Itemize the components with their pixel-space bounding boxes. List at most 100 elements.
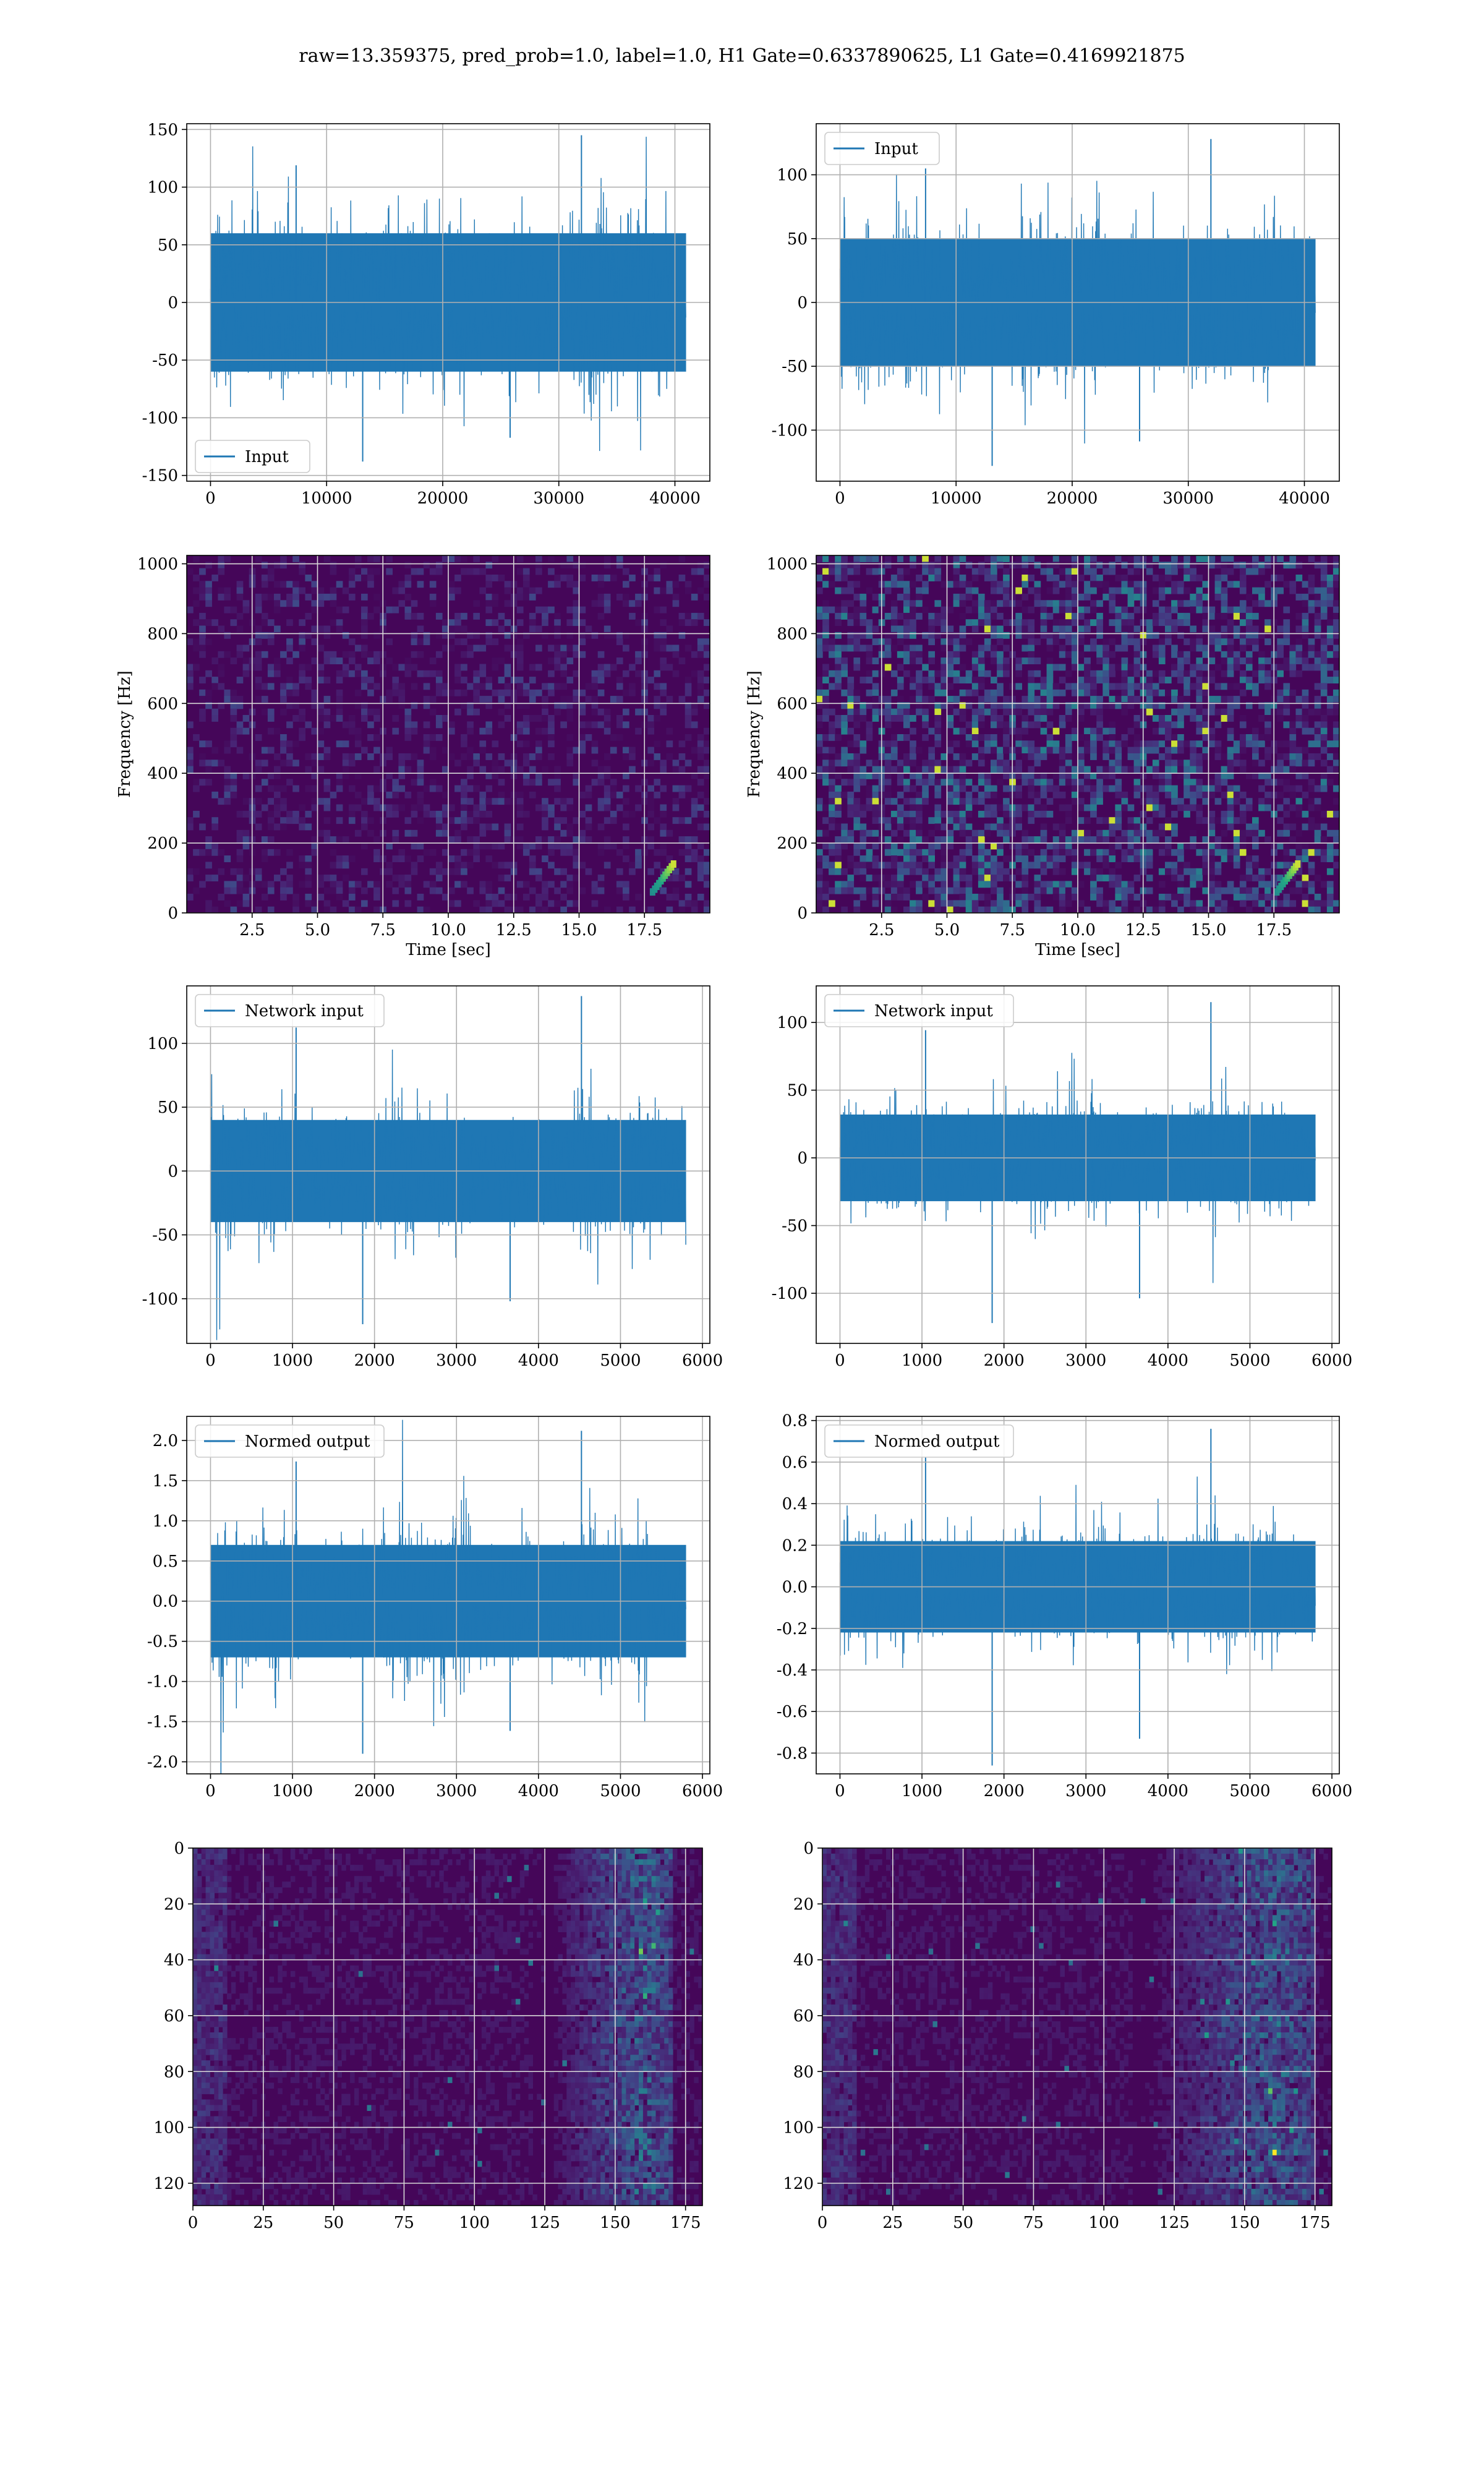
heatmap-cell (934, 708, 942, 716)
heatmap-cell (267, 619, 275, 627)
heatmap-cell (1021, 575, 1029, 581)
heatmap-cell (1227, 670, 1234, 677)
heatmap-cell (1221, 593, 1228, 601)
heatmap-cell (386, 606, 393, 614)
heatmap-cell (280, 581, 287, 588)
heatmap-cell (660, 842, 667, 850)
heatmap-cell (654, 753, 661, 760)
heatmap-cell (1046, 612, 1054, 620)
heatmap-cell (1233, 664, 1240, 671)
heatmap-cell (629, 683, 636, 690)
heatmap-cell (1277, 638, 1284, 646)
heatmap-cell (1121, 804, 1128, 811)
heatmap-cell (816, 677, 823, 683)
heatmap-cell (1090, 727, 1097, 735)
heatmap-cell (242, 606, 250, 614)
heatmap-cell (1320, 836, 1328, 843)
heatmap-cell (273, 1848, 278, 1854)
heatmap-cell (236, 855, 244, 862)
heatmap-cell (193, 1848, 198, 1854)
heatmap-cell (1165, 842, 1172, 850)
heatmap-cell (822, 638, 829, 646)
heatmap-cell (342, 836, 349, 843)
heatmap-cell (623, 881, 629, 888)
heatmap-cell (1102, 772, 1109, 779)
heatmap-cell (847, 696, 855, 703)
heatmap-cell (560, 575, 567, 581)
heatmap-cell (841, 715, 848, 722)
heatmap-cell (441, 766, 449, 773)
heatmap-cell (286, 581, 293, 588)
heatmap-cell (1245, 798, 1253, 805)
heatmap-cell (841, 727, 848, 735)
heatmap-cell (1208, 606, 1216, 614)
heatmap-cell (897, 638, 904, 646)
heatmap-cell (1214, 644, 1222, 652)
heatmap-cell (1052, 631, 1060, 639)
heatmap-cell (230, 708, 237, 716)
heatmap-cell (903, 810, 910, 818)
heatmap-cell (548, 689, 555, 696)
heatmap-cell (535, 587, 542, 594)
heatmap-cell (822, 734, 829, 741)
heatmap-cell (1177, 702, 1184, 709)
heatmap-cell (603, 593, 611, 601)
heatmap-cell (647, 836, 654, 843)
heatmap-cell (1320, 785, 1328, 792)
heatmap-cell (1071, 868, 1078, 875)
heatmap-cell (841, 606, 848, 614)
grid (816, 124, 1339, 481)
heatmap-cell (454, 677, 461, 683)
heatmap-cell (910, 657, 916, 664)
heatmap-cell (386, 638, 393, 646)
heatmap-cell (386, 868, 393, 875)
heatmap-cell (535, 664, 542, 671)
heatmap-cell (1146, 829, 1153, 837)
heatmap-cell (274, 606, 281, 614)
heatmap-cell (573, 900, 580, 907)
heatmap-cell (1115, 779, 1122, 786)
heatmap-cell (1326, 868, 1334, 875)
heatmap-cell (516, 619, 524, 627)
heatmap-cell (697, 779, 704, 786)
heatmap-cell (529, 715, 536, 722)
heatmap-cell (535, 836, 542, 843)
heatmap-cell (866, 862, 873, 869)
heatmap-cell (703, 740, 710, 748)
heatmap-cell (816, 881, 823, 888)
heatmap-cell (847, 855, 855, 862)
heatmap-cell (1121, 702, 1128, 709)
heatmap-cell (1121, 734, 1128, 741)
heatmap-cell (684, 619, 692, 627)
heatmap-cell (286, 817, 293, 824)
heatmap-cell (897, 836, 904, 843)
heatmap-cell (903, 766, 910, 773)
heatmap-cell (934, 836, 942, 843)
heatmap-cell (1177, 562, 1184, 569)
heatmap-cell (566, 823, 574, 831)
heatmap-cell (984, 810, 991, 818)
heatmap-cell (1264, 670, 1271, 677)
heatmap-cell (323, 906, 331, 913)
heatmap-cell (218, 868, 225, 875)
heatmap-cell (635, 651, 642, 658)
heatmap-cell (872, 791, 879, 798)
heatmap-cell (660, 606, 667, 614)
heatmap-cell (635, 804, 642, 811)
heatmap-cell (603, 600, 611, 607)
heatmap-cell (299, 638, 305, 646)
heatmap-cell (984, 829, 991, 837)
heatmap-cell (971, 664, 979, 671)
x-tick-label: 1000 (272, 1782, 313, 1800)
heatmap-cell (548, 568, 555, 575)
heatmap-cell (1177, 760, 1184, 767)
heatmap-cell (616, 562, 623, 569)
heatmap-cell (585, 683, 592, 690)
heatmap-cell (423, 734, 430, 741)
heatmap-cell (1034, 581, 1041, 588)
heatmap-cell (1258, 631, 1265, 639)
heatmap-cell (292, 760, 299, 767)
heatmap-cell (473, 842, 480, 850)
